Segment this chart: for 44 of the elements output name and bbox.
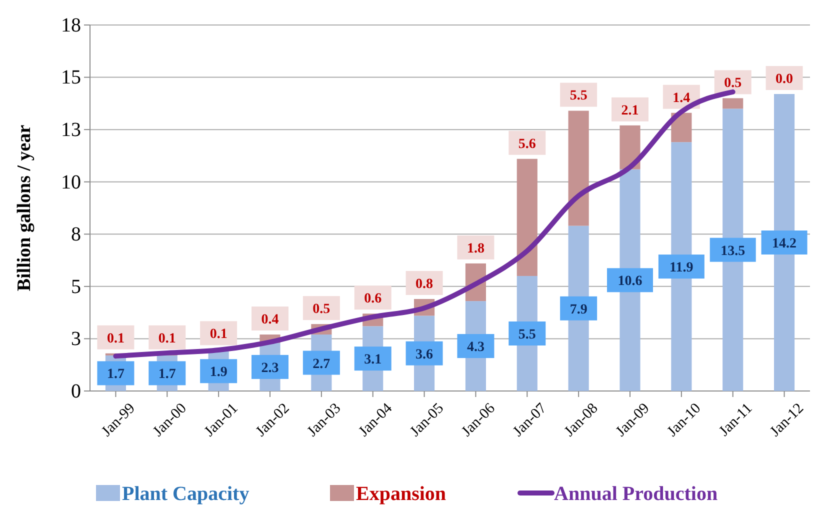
data-label: 5.6 [518, 136, 536, 152]
data-label: 0.0 [776, 72, 794, 88]
data-label: 2.7 [312, 356, 330, 372]
data-label: 0.5 [724, 76, 742, 92]
y-axis-title: Billion gallons / year [14, 124, 35, 292]
data-label: 1.7 [106, 367, 124, 382]
data-label: 1.4 [672, 90, 690, 106]
y-tick-label: 10 [61, 171, 81, 194]
data-label: 0.5 [312, 302, 330, 318]
y-tick-label: 3 [71, 328, 81, 350]
data-label: 5.5 [570, 88, 588, 104]
data-label: 3.6 [416, 347, 434, 362]
data-label: 10.6 [618, 274, 642, 290]
data-label: 0.6 [364, 292, 382, 307]
data-label: 11.9 [670, 260, 694, 276]
data-label: 0.8 [416, 276, 434, 292]
data-label: 1.7 [158, 367, 176, 382]
data-label: 0.1 [210, 327, 228, 342]
data-label: 14.2 [772, 236, 797, 252]
y-tick-label: 18 [61, 14, 81, 36]
data-label: 4.3 [466, 340, 484, 356]
data-label: 1.8 [466, 241, 484, 256]
data-label: 7.9 [570, 302, 588, 318]
data-label: 2.3 [261, 360, 279, 376]
bar [568, 110, 589, 226]
data-label: 0.1 [158, 331, 176, 346]
legend-label: Annual Production [554, 483, 718, 505]
data-label: 5.5 [518, 327, 536, 342]
data-label: 0.1 [106, 331, 124, 346]
y-tick-label: 0 [71, 380, 81, 402]
y-tick-label: 8 [71, 224, 81, 246]
legend-label: Expansion [356, 483, 446, 505]
y-tick-label: 5 [71, 276, 81, 298]
legend-label: Plant Capacity [122, 483, 250, 505]
y-tick-label: 13 [61, 118, 81, 141]
y-tick-label: 15 [61, 66, 81, 89]
bar [722, 98, 744, 109]
bar [620, 125, 640, 170]
data-label: 1.9 [210, 365, 228, 380]
data-label: 2.1 [621, 103, 639, 118]
bar [516, 158, 538, 276]
data-label: 3.1 [364, 352, 382, 368]
data-label: 13.5 [720, 244, 746, 259]
data-label: 0.4 [261, 312, 279, 328]
